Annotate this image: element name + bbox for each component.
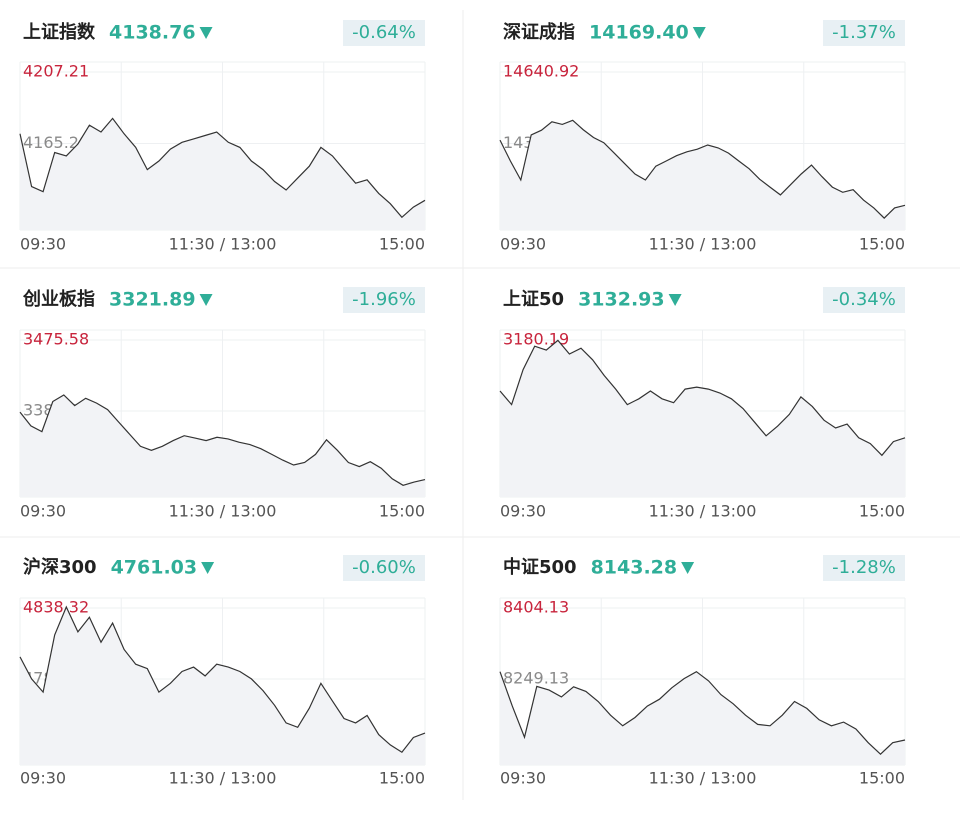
price-line <box>499 339 906 457</box>
x-tick-label: 15:00 <box>379 235 425 254</box>
area <box>20 607 425 765</box>
x-tick-label: 09:30 <box>20 502 66 521</box>
x-tick-label: 15:00 <box>379 769 425 788</box>
index-name: 深证成指 <box>503 21 575 43</box>
y-tick-label: 4165.28 <box>23 133 89 152</box>
down-arrow <box>199 27 213 39</box>
y-tick-label: 3180.19 <box>503 330 569 349</box>
y-tick-label: 14640.92 <box>503 62 579 81</box>
x-tick-label: 11:30 / 13:00 <box>649 769 757 788</box>
index-name: 沪深300 <box>23 556 97 578</box>
y-tick-label: 8249.13 <box>503 669 569 688</box>
index-price: 4761.03 <box>111 557 198 579</box>
change-percent: -1.28% <box>832 557 896 578</box>
change-percent: -1.96% <box>352 289 416 310</box>
y-tick-label: 3475.58 <box>23 330 89 349</box>
change-badge <box>823 287 905 313</box>
change-percent: -1.37% <box>832 22 896 43</box>
change-badge <box>343 287 425 313</box>
x-tick-label: 15:00 <box>859 769 905 788</box>
x-tick-label: 11:30 / 13:00 <box>169 769 277 788</box>
price-line <box>499 670 906 756</box>
area <box>500 671 905 765</box>
change-percent: -0.34% <box>832 289 896 310</box>
x-tick-label: 11:30 / 13:00 <box>649 235 757 254</box>
down-arrow <box>199 294 213 306</box>
down-arrow <box>201 562 215 574</box>
y-tick-label: 8404.13 <box>503 598 569 617</box>
x-tick-label: 09:30 <box>500 235 546 254</box>
x-tick-label: 15:00 <box>859 235 905 254</box>
change-badge <box>823 555 905 581</box>
x-tick-label: 11:30 / 13:00 <box>169 235 277 254</box>
x-tick-label: 09:30 <box>20 769 66 788</box>
index-price: 14169.40 <box>589 22 689 44</box>
y-tick-label: 4838.32 <box>23 598 89 617</box>
area <box>20 395 425 497</box>
x-tick-label: 09:30 <box>20 235 66 254</box>
index-price: 8143.28 <box>591 557 678 579</box>
index-name: 上证指数 <box>23 21 96 43</box>
change-percent: -0.64% <box>352 22 416 43</box>
change-badge <box>823 20 905 46</box>
down-arrow <box>681 562 695 574</box>
change-badge <box>343 20 425 46</box>
area <box>500 120 905 230</box>
x-tick-label: 11:30 / 13:00 <box>649 502 757 521</box>
index-name: 中证500 <box>503 556 577 578</box>
area <box>20 118 425 230</box>
index-price: 4138.76 <box>109 22 196 44</box>
down-arrow <box>692 27 706 39</box>
price-line <box>19 117 426 219</box>
x-tick-label: 15:00 <box>379 502 425 521</box>
y-tick-label: 4207.21 <box>23 62 89 81</box>
index-price: 3132.93 <box>578 289 665 311</box>
change-percent: -0.60% <box>352 557 416 578</box>
x-tick-label: 11:30 / 13:00 <box>169 502 277 521</box>
x-tick-label: 09:30 <box>500 502 546 521</box>
price-line <box>19 605 426 753</box>
price-line <box>499 119 906 219</box>
price-line <box>19 394 426 486</box>
change-badge <box>343 555 425 581</box>
index-price: 3321.89 <box>109 289 196 311</box>
x-tick-label: 09:30 <box>500 769 546 788</box>
down-arrow <box>668 294 682 306</box>
index-name: 上证50 <box>503 289 564 310</box>
area <box>500 340 905 497</box>
index-name: 创业板指 <box>22 288 95 310</box>
x-tick-label: 15:00 <box>859 502 905 521</box>
